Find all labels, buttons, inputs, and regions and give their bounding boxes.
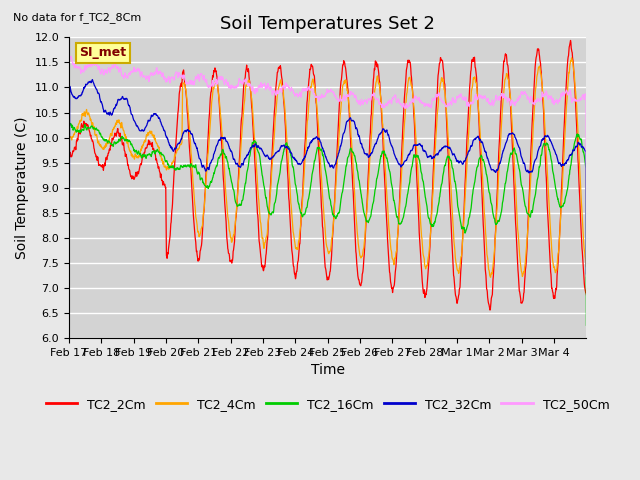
TC2_16Cm [65, 294, 73, 300]
TC2_16Cm [576, 136, 584, 142]
TC2_4Cm [576, 171, 584, 177]
Legend: TC2_2Cm, TC2_4Cm, TC2_16Cm, TC2_32Cm, TC2_50Cm: TC2_2Cm, TC2_4Cm, TC2_16Cm, TC2_32Cm, TC… [41, 393, 614, 416]
TC2_2Cm [304, 86, 312, 92]
TC2_32Cm [525, 169, 533, 175]
TC2_32Cm [147, 117, 154, 122]
TC2_32Cm [305, 145, 312, 151]
Text: No data for f_TC2_8Cm: No data for f_TC2_8Cm [13, 12, 141, 23]
TC2_2Cm [525, 197, 533, 203]
TC2_50Cm [582, 274, 590, 279]
TC2_16Cm [147, 152, 154, 157]
TC2_50Cm [576, 97, 584, 103]
TC2_2Cm [449, 265, 457, 271]
TC2_4Cm [449, 226, 457, 231]
TC2_2Cm [65, 340, 73, 346]
TC2_4Cm [65, 340, 73, 346]
TC2_32Cm [582, 271, 590, 276]
TC2_50Cm [67, 54, 75, 60]
TC2_50Cm [305, 84, 312, 90]
TC2_2Cm [314, 129, 321, 135]
TC2_32Cm [576, 141, 584, 147]
TC2_32Cm [314, 136, 322, 142]
Line: TC2_50Cm: TC2_50Cm [69, 57, 586, 276]
Title: Soil Temperatures Set 2: Soil Temperatures Set 2 [220, 15, 435, 33]
TC2_16Cm [305, 196, 312, 202]
TC2_16Cm [582, 323, 590, 328]
TC2_16Cm [525, 212, 533, 218]
TC2_4Cm [582, 264, 590, 270]
TC2_50Cm [314, 96, 322, 101]
TC2_16Cm [314, 145, 322, 151]
Line: TC2_16Cm: TC2_16Cm [69, 123, 586, 325]
TC2_2Cm [576, 202, 584, 207]
Line: TC2_2Cm: TC2_2Cm [69, 40, 586, 343]
Y-axis label: Soil Temperature (C): Soil Temperature (C) [15, 117, 29, 259]
Text: SI_met: SI_met [79, 47, 127, 60]
TC2_50Cm [450, 97, 458, 103]
TC2_2Cm [146, 140, 154, 145]
TC2_50Cm [525, 98, 533, 104]
TC2_32Cm [65, 340, 73, 346]
TC2_2Cm [582, 292, 590, 298]
TC2_4Cm [146, 128, 154, 134]
TC2_4Cm [314, 114, 321, 120]
TC2_50Cm [65, 251, 73, 257]
TC2_2Cm [566, 37, 574, 43]
TC2_4Cm [525, 207, 533, 213]
TC2_16Cm [67, 120, 74, 126]
X-axis label: Time: Time [310, 363, 345, 377]
TC2_50Cm [147, 72, 154, 77]
TC2_4Cm [568, 55, 575, 61]
Line: TC2_32Cm: TC2_32Cm [69, 80, 586, 343]
TC2_16Cm [450, 171, 458, 177]
Line: TC2_4Cm: TC2_4Cm [69, 58, 586, 343]
TC2_32Cm [450, 151, 458, 157]
TC2_32Cm [88, 77, 96, 83]
TC2_4Cm [304, 114, 312, 120]
